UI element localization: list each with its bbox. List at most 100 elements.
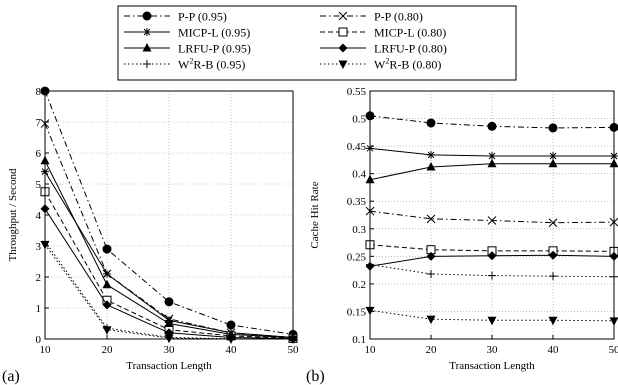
legend-label: MICP-L (0.80) — [374, 26, 446, 40]
legend-label: LRFU-P (0.95) — [178, 42, 251, 56]
panel-label-a: (a) — [2, 368, 20, 385]
x-tick-label: 50 — [288, 344, 300, 356]
legend-marker-diamond — [338, 43, 348, 53]
x-tick-label: 50 — [609, 344, 618, 356]
series-line — [366, 260, 618, 281]
legend-entry: P-P (0.80) — [320, 10, 423, 24]
data-point — [487, 251, 497, 261]
data-point — [426, 162, 436, 171]
data-point — [549, 272, 557, 281]
data-point — [103, 269, 111, 278]
data-point — [487, 216, 497, 225]
legend-label: W2R-B (0.80) — [374, 57, 441, 72]
data-point — [164, 297, 174, 307]
y-tick-label: 0 — [36, 334, 42, 346]
series-line — [365, 111, 618, 133]
x-tick-label: 30 — [487, 344, 499, 356]
data-point — [164, 318, 174, 327]
data-point — [426, 214, 436, 224]
y-tick-label: 1 — [36, 303, 42, 315]
series-line — [365, 250, 618, 271]
y-tick-label: 0.1 — [352, 334, 366, 346]
y-tick-label: 0.45 — [347, 141, 367, 153]
data-point — [426, 118, 436, 128]
data-point — [426, 251, 436, 261]
y-tick-label: 0.35 — [347, 196, 367, 208]
data-point — [487, 316, 497, 326]
legend-label: MICP-L (0.95) — [178, 26, 250, 40]
x-tick-label: 40 — [226, 344, 238, 356]
data-point — [487, 121, 497, 131]
legend-marker-plus — [143, 60, 151, 68]
legend-marker-asterisk — [143, 28, 151, 36]
data-point — [548, 158, 558, 168]
y-tick-label: 4 — [36, 210, 42, 222]
y-tick-label: 0.2 — [352, 279, 366, 291]
series-line — [365, 158, 618, 184]
y-axis-label: Throughput / Second — [7, 168, 19, 261]
legend-box — [117, 5, 517, 81]
data-point — [102, 244, 112, 254]
x-tick-label: 20 — [426, 344, 438, 356]
series-line — [366, 144, 618, 161]
legend-entry: W2R-B (0.80) — [320, 57, 441, 72]
x-axis-label: Transaction Length — [449, 360, 535, 372]
legend-marker-triangle — [142, 43, 152, 52]
chart-panel-a: 10 20 30 40 50 0 1 2 3 4 5 6 7 8 Transaction Length Thr… — [7, 86, 299, 372]
y-tick-label: 0.3 — [352, 224, 366, 236]
y-tick-label: 5 — [36, 179, 42, 191]
data-point — [487, 158, 497, 168]
legend-label: P-P (0.95) — [178, 10, 227, 24]
y-tick-label: 0.15 — [347, 306, 367, 318]
legend-entry: W2R-B (0.95) — [124, 57, 245, 72]
data-point — [426, 315, 436, 325]
data-point — [488, 152, 496, 161]
x-axis-label: Transaction Length — [126, 360, 212, 372]
y-tick-label: 3 — [36, 241, 42, 253]
y-axis-label: Cache Hit Rate — [309, 181, 321, 248]
data-point — [288, 335, 298, 344]
panel-label-b: (b) — [306, 368, 325, 385]
x-tick-label: 40 — [548, 344, 560, 356]
legend-marker-x — [338, 11, 348, 21]
legend-entry: LRFU-P (0.80) — [320, 42, 447, 56]
legend-marker-circle — [142, 11, 152, 21]
legend: P-P (0.95) P-P (0.80) MICP-L (0.95) MICP-L … — [117, 5, 517, 81]
legend-marker-square — [338, 27, 348, 37]
x-tick-label: 20 — [102, 344, 114, 356]
legend-label: P-P (0.80) — [374, 10, 423, 24]
data-point — [548, 123, 558, 133]
data-point — [427, 150, 435, 159]
y-tick-label: 0.4 — [352, 169, 366, 181]
y-tick-label: 8 — [36, 86, 42, 98]
data-point — [548, 218, 558, 228]
data-point — [102, 326, 112, 335]
data-point — [488, 271, 496, 280]
legend-entry: LRFU-P (0.95) — [124, 42, 251, 56]
y-tick-label: 0.5 — [352, 114, 366, 126]
y-tick-label: 0.55 — [347, 86, 367, 98]
x-tick-label: 10 — [365, 344, 377, 356]
y-tick-label: 6 — [36, 148, 42, 160]
data-point — [226, 335, 236, 344]
legend-entry: MICP-L (0.95) — [124, 26, 250, 40]
data-point — [226, 320, 236, 330]
legend-marker-tri-down — [338, 60, 348, 69]
data-point — [102, 279, 112, 289]
legend-entry: P-P (0.95) — [124, 10, 227, 24]
y-tick-label: 7 — [36, 117, 42, 129]
data-point — [549, 152, 557, 161]
data-point — [548, 316, 558, 326]
data-point — [548, 250, 558, 260]
data-point — [427, 269, 435, 278]
legend-label: LRFU-P (0.80) — [374, 42, 447, 56]
chart-panel-b: 10 20 30 40 50 0.1 0.15 0.2 0.25 0.3 0.35 0.4 0.45 0.… — [309, 86, 618, 372]
legend-label: W2R-B (0.95) — [178, 57, 245, 72]
x-tick-label: 10 — [40, 344, 52, 356]
x-tick-label: 30 — [164, 344, 176, 356]
data-point — [102, 300, 112, 310]
legend-entry: MICP-L (0.80) — [320, 26, 446, 40]
y-tick-label: 0.25 — [347, 251, 367, 263]
y-tick-label: 2 — [36, 272, 42, 284]
